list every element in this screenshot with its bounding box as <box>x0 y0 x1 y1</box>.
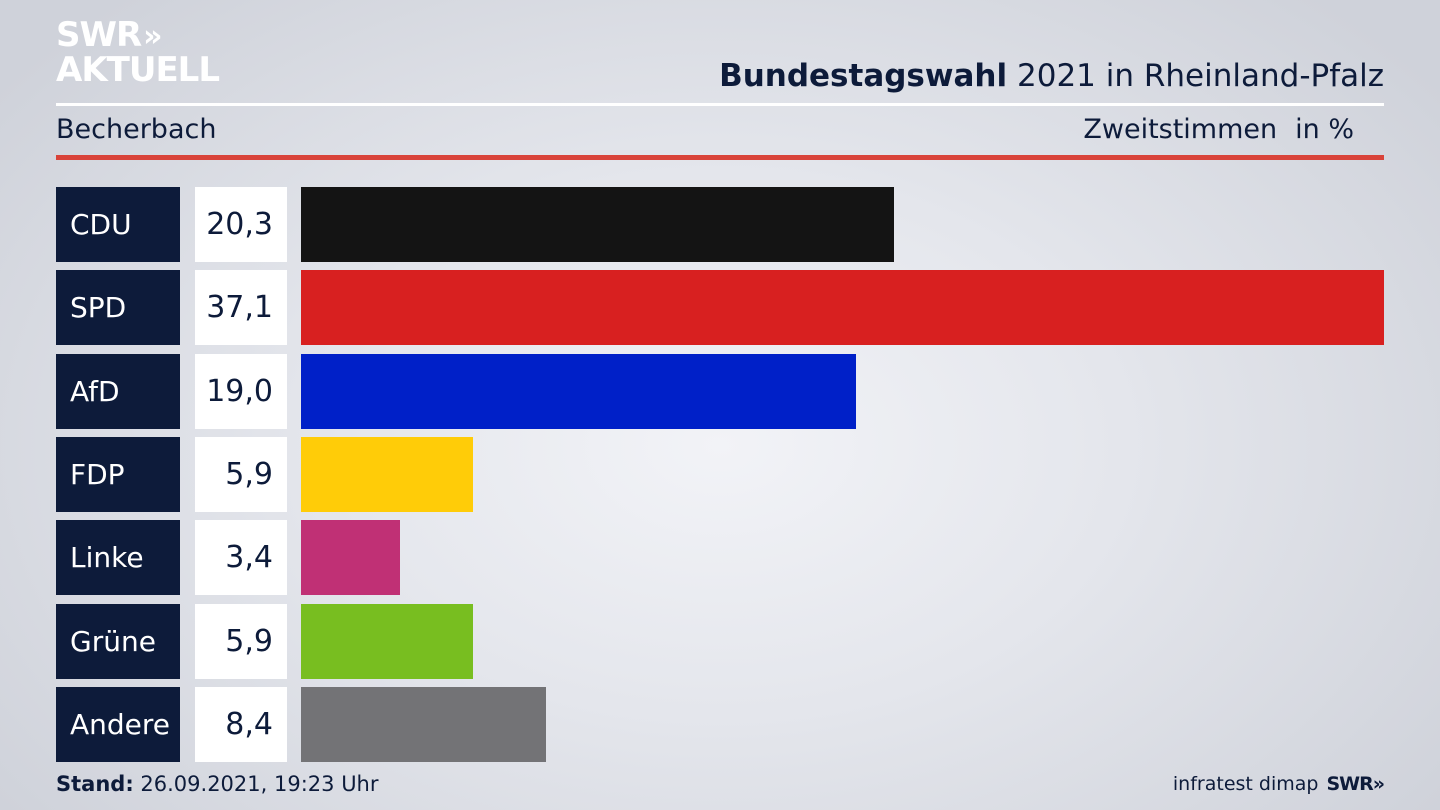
bar <box>301 687 546 762</box>
bar <box>301 187 894 262</box>
stand-label: Stand: <box>56 772 134 796</box>
location-label: Becherbach <box>56 114 217 145</box>
header-divider <box>56 103 1384 106</box>
party-label: Linke <box>56 520 180 595</box>
measure-label: Zweitstimmen in % <box>1083 114 1354 145</box>
unit-label: in % <box>1295 114 1354 145</box>
bar-row: Grüne 5,9 <box>56 604 1384 679</box>
source-label: infratest dimap <box>1172 773 1319 795</box>
party-label: Grüne <box>56 604 180 679</box>
bar <box>301 354 856 429</box>
value-label: 5,9 <box>195 437 287 512</box>
value-label: 37,1 <box>195 270 287 345</box>
value-label: 19,0 <box>195 354 287 429</box>
bar <box>301 437 473 512</box>
party-label: Andere <box>56 687 180 762</box>
value-label: 3,4 <box>195 520 287 595</box>
value-label: 5,9 <box>195 604 287 679</box>
value-label: 20,3 <box>195 187 287 262</box>
bar-row: Andere 8,4 <box>56 687 1384 762</box>
bar <box>301 604 473 679</box>
party-label: AfD <box>56 354 180 429</box>
title-rest: 2021 in Rheinland-Pfalz <box>1017 58 1384 94</box>
bar <box>301 270 1384 345</box>
bar-row: CDU 20,3 <box>56 187 1384 262</box>
source-credit: infratest dimap SWR» <box>1172 773 1385 795</box>
bar-row: Linke 3,4 <box>56 520 1384 595</box>
bar <box>301 520 400 595</box>
chart-title: Bundestagswahl 2021 in Rheinland-Pfalz <box>719 58 1384 94</box>
swr-footer-logo: SWR» <box>1326 773 1385 795</box>
bar-row: FDP 5,9 <box>56 437 1384 512</box>
stand-value: 26.09.2021, 19:23 Uhr <box>140 772 379 796</box>
accent-divider <box>56 155 1384 160</box>
measure-name: Zweitstimmen <box>1083 114 1278 145</box>
bar-row: SPD 37,1 <box>56 270 1384 345</box>
party-label: CDU <box>56 187 180 262</box>
timestamp: Stand: 26.09.2021, 19:23 Uhr <box>56 772 379 796</box>
title-bold: Bundestagswahl <box>719 58 1008 94</box>
swr-aktuell-logo: SWR» AKTUELL <box>56 15 220 90</box>
bar-row: AfD 19,0 <box>56 354 1384 429</box>
value-label: 8,4 <box>195 687 287 762</box>
bar-chart: CDU 20,3 SPD 37,1 AfD 19,0 FDP 5,9 Linke 3,4 Grüne… <box>56 187 1384 762</box>
party-label: SPD <box>56 270 180 345</box>
party-label: FDP <box>56 437 180 512</box>
